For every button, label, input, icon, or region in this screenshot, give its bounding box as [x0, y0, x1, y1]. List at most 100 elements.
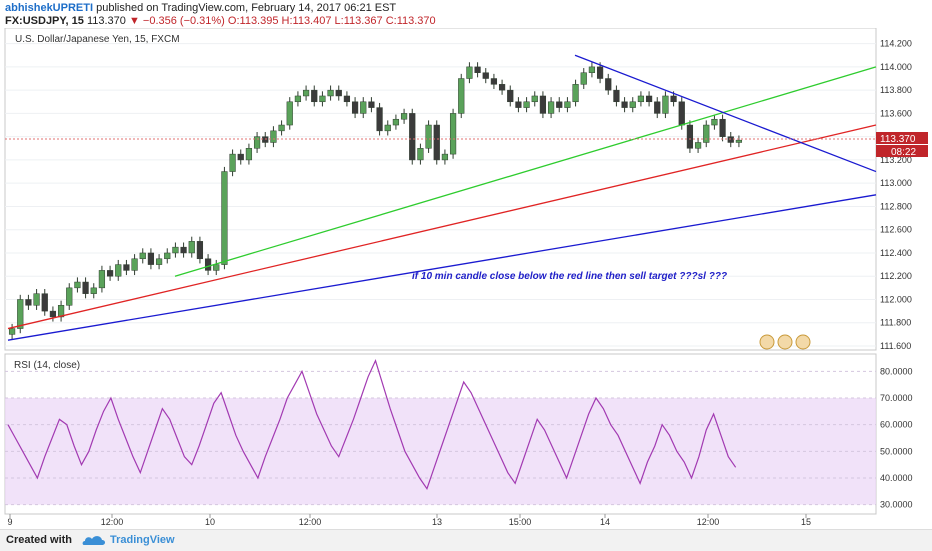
- candle: [588, 66, 596, 73]
- candle: [507, 89, 514, 103]
- chart-header: abhishekUPRETI published on TradingView.…: [0, 0, 932, 28]
- countdown-label: 08:22: [891, 147, 916, 158]
- candle: [343, 95, 351, 103]
- candle: [351, 101, 359, 114]
- candle: [106, 270, 114, 277]
- candle: [654, 101, 661, 114]
- price-tick-label: 111.600: [880, 341, 911, 351]
- candle: [66, 287, 73, 306]
- author-name[interactable]: abhishekUPRETI: [5, 2, 94, 14]
- candle: [213, 264, 220, 271]
- candle: [8, 328, 16, 335]
- candle: [33, 293, 40, 306]
- candle: [57, 305, 65, 318]
- candle: [400, 113, 408, 120]
- candle: [409, 113, 416, 161]
- candle: [115, 264, 122, 277]
- candle: [25, 299, 32, 306]
- candle: [172, 246, 179, 254]
- publish-text: published on TradingView.com, February 1…: [96, 2, 397, 14]
- price-axis[interactable]: 114.200114.000113.800113.600113.400113.2…: [880, 39, 912, 351]
- trend-line[interactable]: [574, 54, 877, 173]
- candle: [98, 270, 106, 289]
- candle: [490, 78, 498, 85]
- event-icon[interactable]: [795, 334, 811, 350]
- candle: [139, 252, 146, 260]
- candle: [245, 148, 253, 161]
- tradingview-brand[interactable]: TradingView: [110, 534, 175, 546]
- candle: [670, 95, 677, 103]
- time-tick-label: 12:00: [697, 517, 720, 527]
- candle: [74, 281, 81, 289]
- time-tick-label: 12:00: [101, 517, 124, 527]
- price-tick-label: 114.200: [880, 39, 912, 49]
- price-chart[interactable]: U.S. Dollar/Japanese Yen, 15, FXCM if 10…: [0, 28, 932, 529]
- candle: [572, 84, 579, 103]
- candle: [164, 252, 171, 260]
- event-icons[interactable]: [759, 334, 811, 350]
- rsi-tick-label: 60.0000: [880, 420, 913, 430]
- time-tick-label: 14: [600, 517, 610, 527]
- price-tick-label: 113.800: [880, 85, 912, 95]
- candle: [515, 101, 522, 108]
- rsi-tick-label: 80.0000: [880, 366, 913, 376]
- candle: [360, 101, 367, 114]
- candle: [629, 101, 636, 108]
- candle: [294, 95, 302, 103]
- candle: [286, 101, 293, 126]
- candle: [637, 95, 645, 103]
- price-tick-label: 112.800: [880, 201, 912, 211]
- candle: [147, 252, 155, 265]
- candle: [694, 142, 702, 149]
- candle: [155, 258, 163, 265]
- time-axis[interactable]: 9 12:00 10 12:00 13 15:00 14 12:00 15: [7, 514, 811, 527]
- candle: [335, 89, 342, 97]
- candle: [703, 124, 710, 143]
- trend-line[interactable]: [7, 124, 877, 330]
- price-tick-label: 113.200: [880, 155, 912, 165]
- event-icon[interactable]: [759, 334, 775, 350]
- candle: [735, 139, 743, 143]
- symbol-info: FX:USDJPY, 15 113.370 ▼ −0.356 (−0.31%) …: [5, 15, 436, 27]
- trend-line[interactable]: [7, 194, 877, 341]
- event-icon[interactable]: [777, 334, 793, 350]
- candle: [727, 136, 734, 143]
- candle: [613, 89, 620, 103]
- trend-lines[interactable]: [7, 54, 877, 341]
- price-tick-label: 113.600: [880, 108, 912, 118]
- candle: [449, 113, 457, 155]
- price-panel: [4, 28, 877, 351]
- candle: [605, 78, 612, 91]
- candles: [8, 62, 743, 340]
- candle: [368, 101, 375, 108]
- price-tick-label: 112.000: [880, 294, 912, 304]
- candle: [662, 95, 669, 114]
- candle: [621, 101, 628, 108]
- time-tick-label: 10: [205, 517, 215, 527]
- candle: [441, 153, 449, 161]
- time-tick-label: 12:00: [299, 517, 322, 527]
- price-label-box: [876, 132, 928, 144]
- rsi-tick-label: 30.0000: [880, 500, 913, 510]
- publish-info: abhishekUPRETI published on TradingView.…: [5, 2, 396, 14]
- candle: [482, 72, 489, 79]
- candle: [253, 136, 261, 149]
- candle: [384, 124, 391, 132]
- last-price: 113.370: [86, 15, 126, 27]
- candle: [678, 101, 685, 126]
- candle: [547, 101, 555, 114]
- candle: [327, 89, 334, 97]
- rsi-line: [7, 358, 737, 490]
- candle: [523, 101, 530, 108]
- candle: [180, 246, 187, 254]
- candle: [531, 95, 538, 103]
- price-grid: [5, 43, 876, 347]
- candle: [686, 124, 694, 149]
- chart-title: U.S. Dollar/Japanese Yen, 15, FXCM: [15, 34, 180, 45]
- rsi-axis[interactable]: 80.0000 70.0000 60.0000 50.0000 40.0000 30.00…: [880, 366, 913, 509]
- candle: [319, 95, 326, 103]
- time-tick-label: 9: [7, 517, 12, 527]
- candle: [711, 118, 718, 126]
- created-with-label: Created with: [6, 534, 73, 546]
- trend-line[interactable]: [174, 66, 877, 277]
